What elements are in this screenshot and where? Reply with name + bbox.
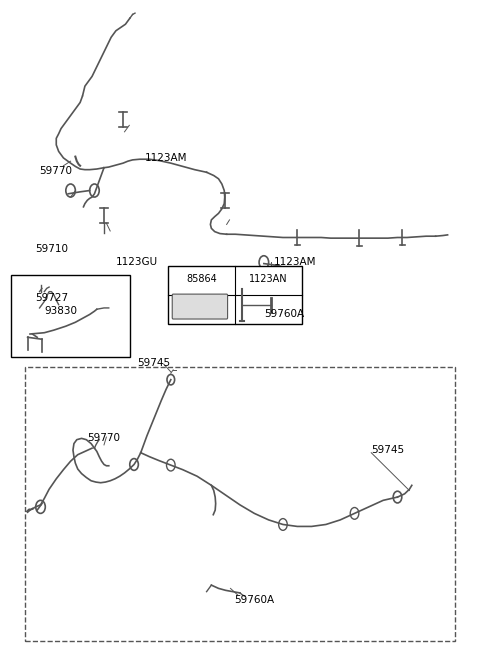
Text: 59770: 59770 [39,166,72,176]
FancyBboxPatch shape [172,294,228,319]
Text: 93830: 93830 [44,306,77,316]
Text: 59770: 59770 [87,434,120,443]
Text: 59710: 59710 [35,244,68,254]
Text: 85864: 85864 [186,274,217,284]
Text: 1123GU: 1123GU [116,257,158,267]
Text: 1123AM: 1123AM [144,153,187,163]
Text: 1123AN: 1123AN [249,274,288,284]
Bar [11,275,130,357]
Text: 59745: 59745 [137,358,170,368]
Bar [168,265,302,324]
Bar [25,367,455,641]
Text: 1123AM: 1123AM [274,257,316,267]
Text: 59745: 59745 [371,445,404,455]
Text: 59760A: 59760A [234,595,275,605]
Text: 59760A: 59760A [264,309,304,320]
Text: 59727: 59727 [35,293,68,303]
